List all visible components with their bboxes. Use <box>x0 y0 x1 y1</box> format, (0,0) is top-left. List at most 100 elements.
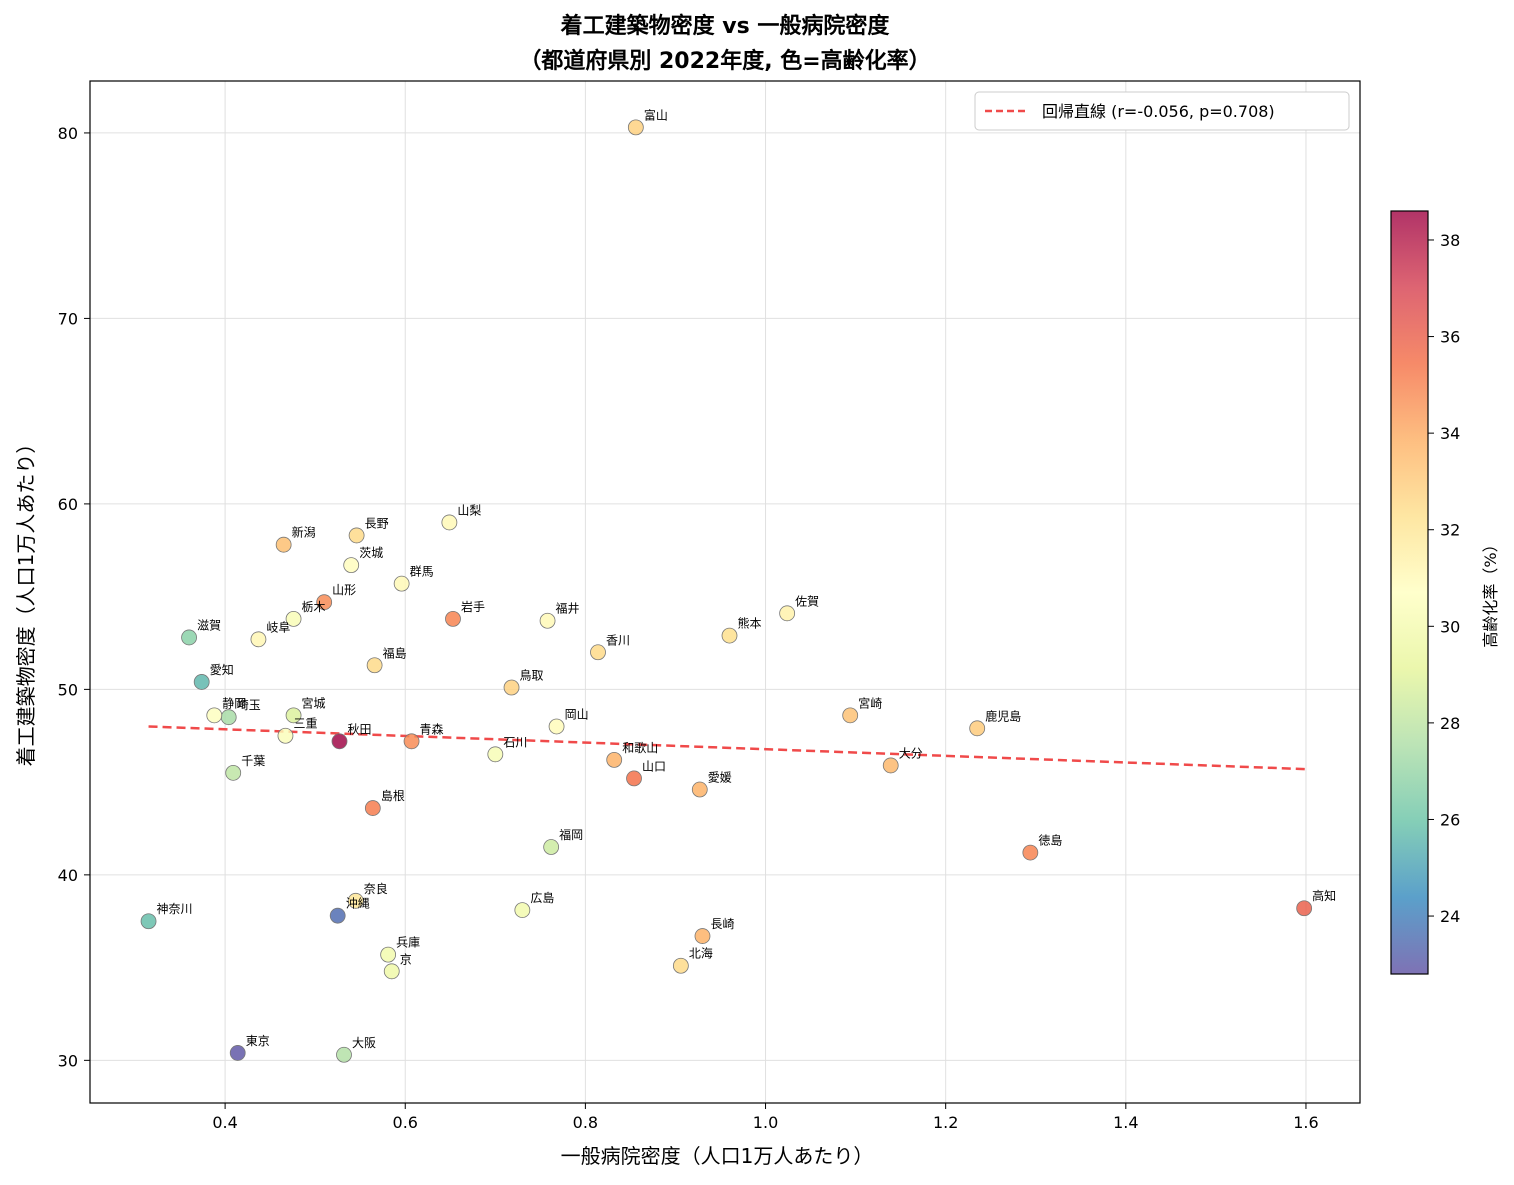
data-point <box>548 718 565 735</box>
x-axis-ticks: 0.4 0.6 0.8 1.0 1.2 1.4 1.6 <box>212 1103 1319 1132</box>
colorbar-tick-label: 30 <box>1440 617 1460 636</box>
data-point <box>277 727 294 744</box>
point-label: 兵庫 <box>396 936 420 950</box>
point-label: 山形 <box>332 583 356 597</box>
point-label: 香川 <box>606 633 630 647</box>
chart-title: 着工建築物密度 vs 一般病院密度 <box>560 13 891 39</box>
regression-layer <box>148 725 1307 771</box>
x-tick-label: 1.2 <box>933 1113 958 1132</box>
colorbar-tick-label: 28 <box>1440 714 1460 733</box>
colorbar-tick-label: 24 <box>1440 907 1460 926</box>
point-label: 千葉 <box>241 754 265 768</box>
point-label: 和歌山 <box>622 740 658 755</box>
colorbar-tick-label: 34 <box>1440 424 1460 443</box>
data-point <box>229 1045 246 1061</box>
data-point <box>441 514 458 531</box>
data-point <box>503 679 520 696</box>
point-label: 新潟 <box>292 525 316 540</box>
x-tick-label: 1.4 <box>1113 1113 1138 1132</box>
point-label: 富山 <box>644 107 668 122</box>
data-point <box>316 594 333 611</box>
data-point <box>181 629 197 646</box>
regression-line <box>148 725 1307 771</box>
point-label: 佐賀 <box>795 594 819 608</box>
data-point <box>779 605 796 622</box>
data-point <box>627 119 644 136</box>
data-point <box>1296 900 1313 917</box>
point-label: 愛媛 <box>708 771 732 785</box>
data-point <box>250 631 267 648</box>
point-label: 山梨 <box>457 503 481 517</box>
colorbar-ticks: 24 26 28 30 32 34 36 38 <box>1428 231 1460 926</box>
data-point <box>694 928 711 944</box>
data-point <box>721 627 738 644</box>
point-label: 岩手 <box>461 599 485 614</box>
data-point <box>140 913 157 930</box>
point-label: 埼玉 <box>237 698 261 712</box>
chart-subtitle: （都道府県別 2022年度, 色=高齢化率） <box>519 48 930 74</box>
x-axis-label: 一般病院密度（人口1万人あたり） <box>561 1144 874 1168</box>
data-point <box>403 733 420 750</box>
data-point <box>285 707 302 724</box>
point-label: 宮城 <box>302 695 326 710</box>
data-point <box>487 746 504 763</box>
data-point <box>672 957 689 974</box>
data-point <box>366 657 383 674</box>
data-point <box>445 610 461 627</box>
x-tick-label: 0.8 <box>573 1113 598 1132</box>
point-label: 福井 <box>556 601 580 616</box>
point-label: 徳島 <box>1038 833 1062 848</box>
data-point <box>539 612 556 629</box>
grid-lines <box>90 81 1360 1103</box>
y-tick-label: 70 <box>58 309 78 328</box>
y-tick-label: 80 <box>58 124 78 143</box>
point-label: 大分 <box>899 746 923 760</box>
point-label: 宮崎 <box>858 695 882 710</box>
point-label: 滋賀 <box>197 618 221 632</box>
point-label: 長崎 <box>710 917 734 931</box>
colorbar-tick-label: 36 <box>1440 328 1460 347</box>
point-label: 石川 <box>503 735 527 749</box>
plot-frame <box>89 80 1361 1104</box>
colorbar-gradient <box>1390 210 1429 975</box>
point-label: 京 <box>400 952 412 966</box>
point-label: 東京 <box>246 1034 270 1048</box>
data-point <box>626 770 642 787</box>
data-point <box>275 536 292 553</box>
point-label: 三重 <box>293 717 317 731</box>
data-point <box>348 527 365 544</box>
point-label: 熊本 <box>738 616 762 631</box>
y-tick-label: 50 <box>58 680 78 699</box>
point-label: 愛知 <box>210 663 234 677</box>
data-point <box>1022 844 1039 861</box>
data-point <box>206 707 223 724</box>
point-label: 静岡 <box>222 696 246 710</box>
point-label: 鹿児島 <box>985 708 1021 723</box>
point-label: 広島 <box>530 890 554 905</box>
data-point <box>590 644 606 661</box>
y-tick-label: 30 <box>58 1051 78 1070</box>
y-tick-label: 60 <box>58 495 78 514</box>
colorbar-label: 高齢化率（%） <box>1481 536 1500 647</box>
x-tick-label: 1.0 <box>753 1113 778 1132</box>
data-point <box>193 674 210 690</box>
point-label: 福島 <box>383 645 407 660</box>
data-point <box>543 839 560 855</box>
data-point <box>347 892 364 909</box>
point-label: 栃木 <box>302 600 326 614</box>
colorbar-tick-label: 32 <box>1440 521 1460 540</box>
y-axis-ticks: 30 40 50 60 70 80 <box>58 124 90 1070</box>
data-point <box>514 902 531 918</box>
x-tick-label: 0.6 <box>393 1113 418 1132</box>
point-label: 福岡 <box>559 827 583 842</box>
point-label: 山口 <box>642 759 666 773</box>
legend-regression-label: 回帰直線 (r=-0.056, p=0.708) <box>1042 102 1275 121</box>
legend-box <box>974 91 1350 131</box>
data-point <box>842 707 859 724</box>
point-label: 沖縄 <box>346 896 370 911</box>
point-label: 群馬 <box>410 565 434 579</box>
point-label: 大阪 <box>352 1036 376 1050</box>
